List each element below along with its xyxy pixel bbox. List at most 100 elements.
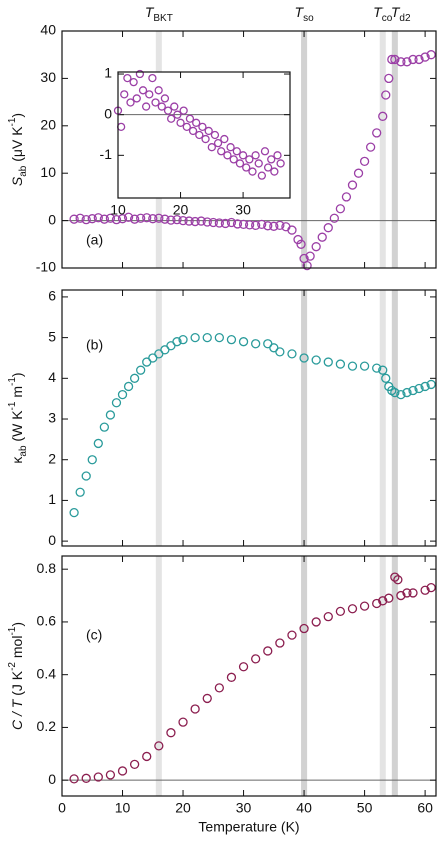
label-part: T — [373, 4, 383, 20]
data-point — [176, 118, 185, 127]
data-point — [235, 159, 245, 168]
plot-frame — [61, 30, 437, 269]
data-point — [378, 111, 388, 121]
data-point — [120, 90, 129, 99]
data-point — [117, 214, 128, 224]
transition-label: Td2 — [391, 4, 411, 24]
label-part: ) — [9, 622, 25, 627]
data-point — [381, 373, 391, 383]
data-point — [396, 590, 406, 601]
transition-band — [155, 290, 162, 546]
data-point — [135, 69, 145, 79]
data-point — [426, 379, 436, 390]
data-point — [287, 225, 297, 235]
data-point — [201, 134, 210, 144]
label-part: -1 — [7, 401, 18, 410]
data-point — [426, 582, 436, 593]
data-point — [260, 147, 270, 156]
y-tick-label: 3 — [48, 410, 56, 426]
data-point — [226, 217, 237, 228]
data-point — [393, 575, 403, 585]
x-tick-label: 50 — [357, 800, 373, 816]
label-part: ab — [18, 445, 29, 457]
label-part: (J K — [9, 670, 25, 699]
label-part: C / T — [9, 698, 25, 730]
data-point — [390, 572, 400, 582]
transition-label: Tco — [373, 4, 393, 24]
data-point — [166, 215, 176, 225]
y-axis-label: C / T (J K-2 mol-1) — [7, 622, 25, 730]
data-point — [178, 215, 188, 226]
data-point — [323, 612, 333, 622]
plot-frame — [117, 71, 291, 199]
data-point — [157, 102, 166, 111]
data-point — [270, 167, 279, 176]
data-point — [117, 389, 128, 400]
data-point — [245, 155, 254, 164]
data-point — [117, 766, 128, 776]
data-point — [302, 260, 312, 271]
data-point — [251, 220, 261, 230]
y-tick-label: 6 — [48, 288, 56, 304]
data-point — [311, 617, 321, 627]
data-point — [214, 683, 224, 693]
data-point — [254, 159, 263, 168]
data-point — [154, 213, 164, 223]
data-point — [154, 741, 164, 751]
data-point — [202, 693, 212, 704]
y-tick-label: 0.8 — [37, 560, 57, 576]
data-point — [123, 73, 132, 83]
data-point — [204, 126, 213, 136]
data-point — [163, 106, 173, 115]
data-point — [238, 337, 249, 347]
transition-band — [391, 290, 398, 546]
data-point — [390, 387, 400, 398]
data-point — [353, 168, 364, 178]
transition-band — [379, 556, 386, 796]
x-axis-label: Temperature (K) — [198, 819, 299, 835]
data-point — [160, 94, 170, 103]
data-point — [311, 355, 321, 365]
data-point — [166, 728, 176, 738]
data-point — [123, 381, 134, 392]
data-point — [87, 214, 97, 224]
data-point — [75, 213, 85, 223]
data-point — [232, 219, 243, 229]
data-point — [229, 155, 238, 164]
data-point — [263, 163, 273, 172]
data-point — [198, 122, 207, 132]
data-point — [214, 332, 224, 343]
data-point — [93, 772, 103, 782]
plot-frame — [61, 289, 437, 547]
data-point — [257, 171, 267, 180]
data-point — [136, 213, 146, 223]
data-point — [81, 773, 91, 783]
transition-band — [155, 556, 162, 796]
data-point — [323, 223, 333, 233]
data-point — [207, 143, 216, 152]
data-point — [145, 90, 154, 99]
label-part: so — [303, 13, 314, 24]
data-point — [184, 216, 194, 226]
data-point — [148, 214, 158, 224]
transition-band — [391, 556, 398, 796]
data-point — [372, 363, 382, 373]
y-tick-label: 0.2 — [37, 718, 57, 734]
inset-background — [118, 72, 290, 198]
data-point — [185, 114, 195, 123]
data-point — [365, 142, 376, 152]
y-tick-label: 0 — [48, 532, 56, 548]
data-point — [311, 242, 321, 252]
y-tick-label: -1 — [100, 146, 113, 162]
data-point — [214, 218, 224, 228]
data-point — [402, 588, 412, 598]
label-part: ab — [18, 165, 29, 177]
data-point — [93, 213, 103, 223]
data-point — [420, 381, 430, 392]
plot-background — [62, 290, 436, 546]
data-point — [129, 373, 140, 383]
x-tick-label: 30 — [235, 202, 251, 218]
data-point — [123, 212, 134, 222]
data-point — [378, 596, 388, 606]
y-tick-label: 0 — [104, 105, 112, 121]
